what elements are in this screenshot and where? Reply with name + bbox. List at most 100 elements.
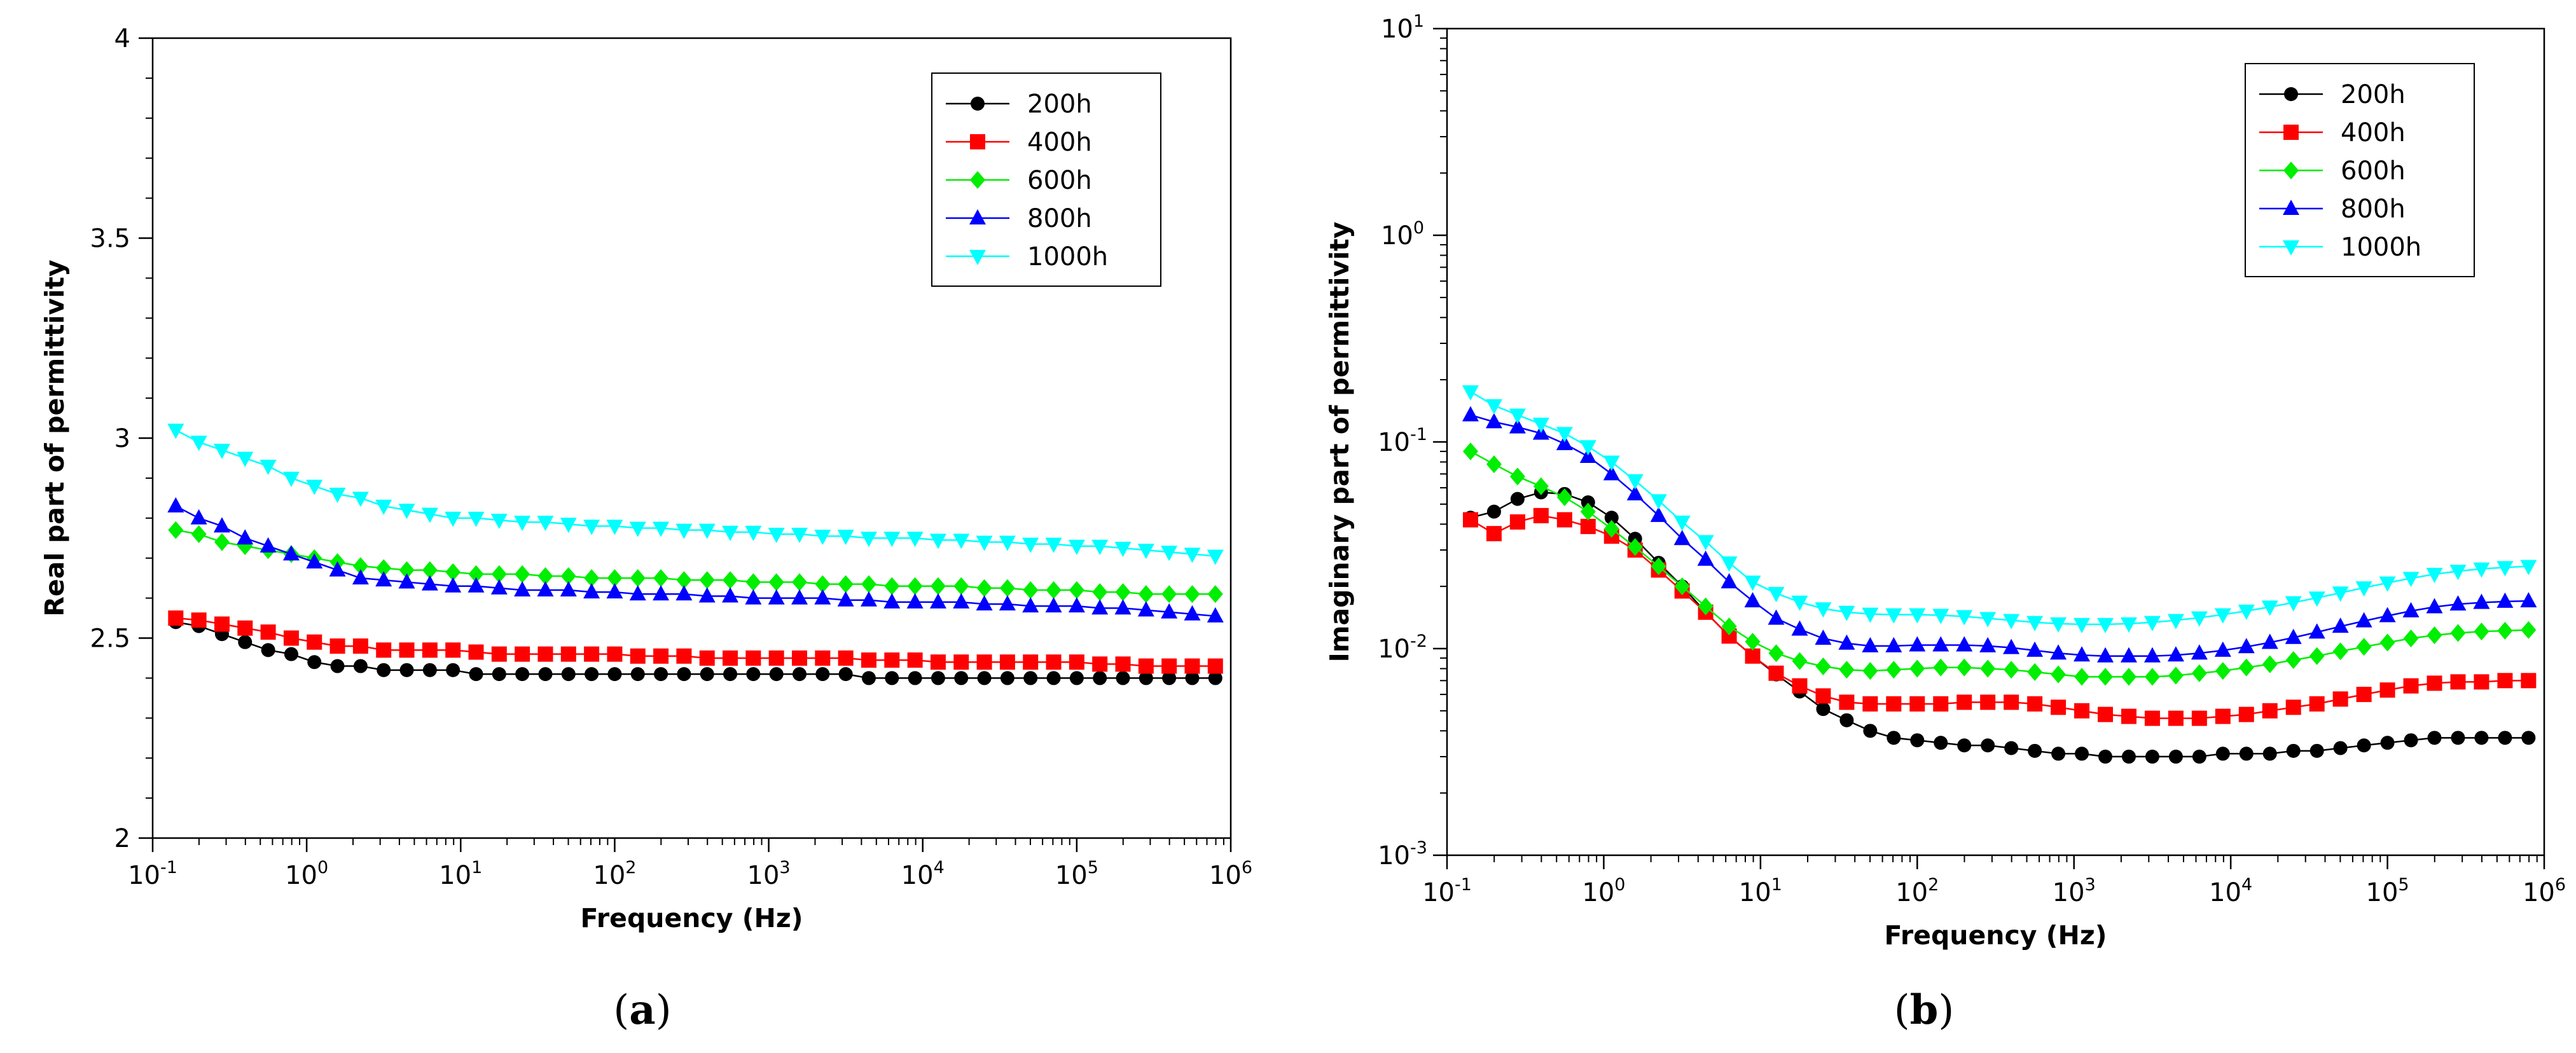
data-point-200h — [677, 667, 691, 682]
data-point-400h — [653, 648, 669, 664]
data-point-600h — [1956, 658, 1972, 677]
data-point-400h — [2144, 710, 2160, 726]
data-point-400h — [1745, 648, 1761, 664]
data-point-200h — [2498, 731, 2512, 745]
data-point-1000h — [2097, 617, 2114, 633]
data-point-200h — [2192, 749, 2206, 764]
data-point-1000h — [560, 518, 577, 533]
data-point-200h — [1069, 671, 1084, 685]
data-point-1000h — [1650, 494, 1667, 510]
legend-label-800h: 800h — [1027, 204, 1092, 233]
data-point-600h — [1580, 502, 1596, 521]
series-200h — [169, 615, 1222, 685]
legend-marker-1000h — [2283, 240, 2299, 256]
data-point-400h — [1092, 656, 1108, 672]
data-point-400h — [515, 646, 530, 662]
data-point-800h — [1862, 637, 1879, 652]
data-point-1000h — [1838, 605, 1855, 621]
data-point-1000h — [1137, 544, 1154, 560]
data-point-600h — [768, 573, 784, 591]
data-point-600h — [2215, 662, 2231, 680]
data-point-400h — [2332, 691, 2348, 707]
data-point-600h — [1674, 577, 1690, 596]
data-point-400h — [861, 652, 876, 668]
data-point-1000h — [352, 492, 369, 507]
data-point-600h — [214, 533, 230, 551]
data-point-400h — [283, 630, 299, 646]
data-point-200h — [908, 671, 922, 685]
y-tick-label: 100 — [1381, 218, 1424, 251]
data-point-200h — [838, 667, 853, 682]
data-point-400h — [699, 650, 715, 666]
data-point-200h — [607, 667, 622, 682]
data-point-800h — [560, 581, 577, 597]
chart-a: 10-1 100 101 102 103 104 105 106 2 2.5 3 3.5 4 Freque… — [39, 24, 1252, 1034]
data-point-600h — [584, 569, 600, 588]
legend-marker-800h — [969, 209, 986, 224]
data-point-400h — [2027, 696, 2043, 712]
data-point-1000h — [1626, 474, 1644, 490]
data-point-400h — [584, 646, 600, 662]
data-point-800h — [329, 561, 346, 577]
data-point-800h — [745, 589, 762, 605]
data-point-200h — [307, 655, 322, 670]
legend-marker-600h — [970, 171, 985, 189]
data-point-200h — [2098, 749, 2112, 764]
data-point-800h — [606, 583, 623, 599]
data-point-200h — [1162, 671, 1177, 685]
data-point-400h — [1046, 654, 1062, 670]
y-tick-label: 10-1 — [1378, 425, 1427, 457]
legend-a: 200h 400h 600h 800h 1000h — [931, 72, 1161, 287]
series-line-1000h — [1470, 390, 2529, 626]
data-point-400h — [1886, 696, 1902, 712]
data-point-1000h — [1697, 535, 1714, 551]
x-tick-label: 102 — [1895, 875, 1939, 907]
x-tick-label: 100 — [1582, 875, 1625, 907]
data-point-600h — [1909, 659, 1925, 678]
data-point-600h — [930, 577, 946, 595]
data-point-600h — [699, 571, 715, 589]
data-point-200h — [885, 671, 899, 685]
data-point-800h — [768, 589, 785, 605]
data-point-1000h — [722, 525, 739, 541]
data-point-600h — [1462, 442, 1478, 460]
legend-label-1000h: 1000h — [2341, 233, 2421, 262]
data-point-600h — [1207, 585, 1223, 603]
data-point-400h — [399, 642, 415, 658]
data-point-400h — [2450, 674, 2466, 690]
data-point-800h — [2308, 623, 2325, 639]
data-point-800h — [375, 571, 392, 587]
x-axis-title: Frequency (Hz) — [1885, 920, 2107, 951]
y-tick-label: 3.5 — [90, 224, 130, 254]
data-point-400h — [2051, 699, 2067, 715]
series-line-600h — [1470, 450, 2529, 678]
data-point-600h — [1698, 597, 1714, 616]
data-point-800h — [2261, 633, 2278, 649]
data-point-1000h — [2473, 562, 2490, 578]
data-point-600h — [1862, 662, 1878, 680]
legend-label-200h: 200h — [1027, 90, 1092, 119]
data-point-800h — [629, 585, 646, 601]
data-point-1000h — [768, 527, 785, 543]
data-point-200h — [2309, 743, 2324, 758]
data-point-800h — [514, 581, 531, 597]
data-point-600h — [2356, 638, 2372, 656]
data-point-600h — [1115, 583, 1131, 602]
data-point-600h — [422, 561, 438, 579]
data-point-400h — [2474, 674, 2489, 690]
data-point-200h — [1023, 671, 1038, 685]
data-point-600h — [352, 557, 368, 575]
data-point-800h — [1909, 636, 1926, 652]
data-point-1000h — [1579, 440, 1596, 456]
data-point-200h — [700, 667, 714, 682]
data-point-1000h — [837, 530, 854, 546]
data-point-800h — [953, 593, 970, 609]
data-point-800h — [2214, 641, 2231, 657]
data-point-400h — [953, 654, 969, 670]
data-point-400h — [1862, 696, 1878, 712]
data-point-200h — [261, 643, 275, 657]
data-point-600h — [2285, 651, 2301, 670]
data-point-600h — [2168, 666, 2184, 685]
